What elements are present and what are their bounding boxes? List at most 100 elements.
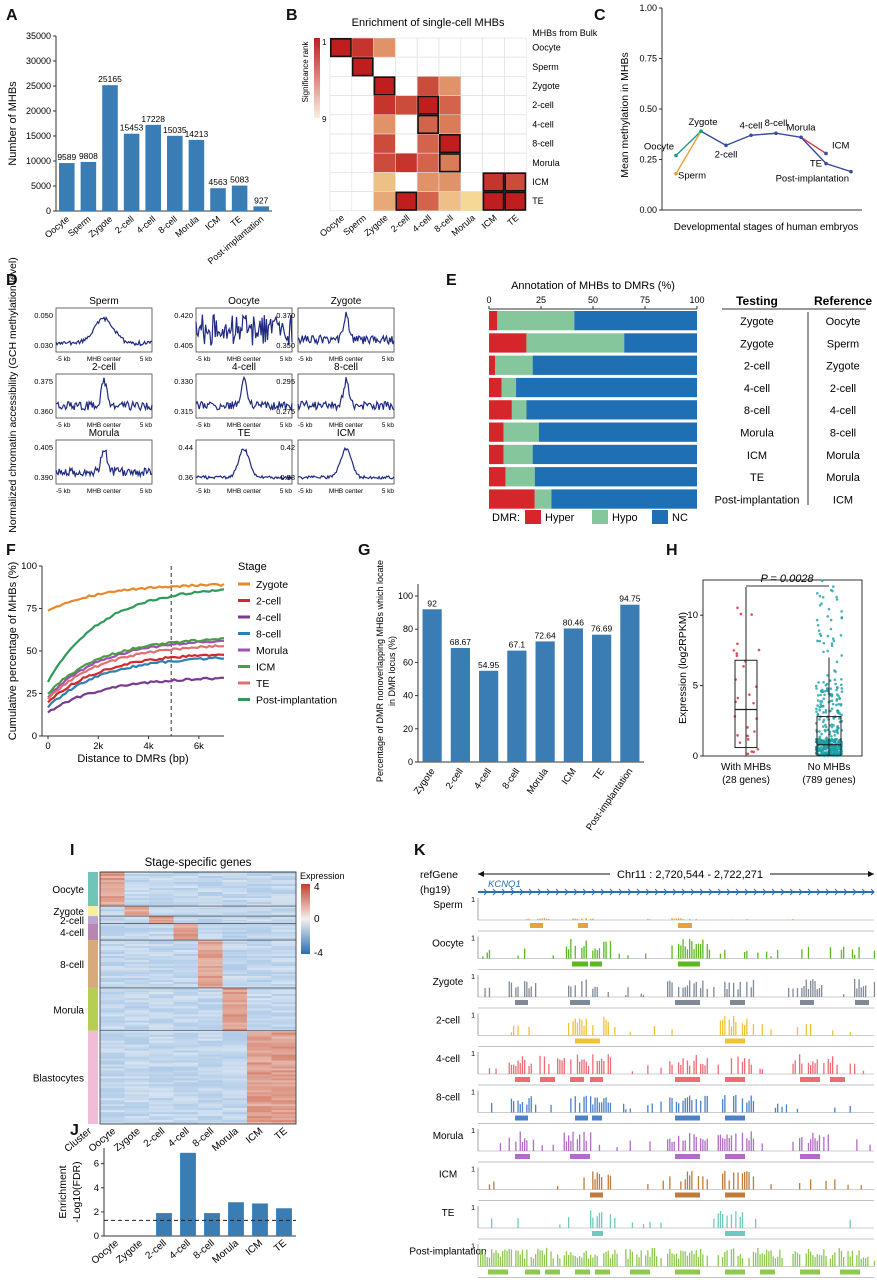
k-signal-bar <box>746 1171 748 1190</box>
k-signal-bar <box>686 1171 689 1190</box>
i-heatmap-cell <box>271 994 297 997</box>
k-signal-bar <box>733 982 735 997</box>
i-heatmap-cell <box>222 1044 248 1047</box>
e-testing-label: Morula <box>740 428 775 440</box>
i-heatmap-cell <box>271 989 297 993</box>
k-signal-bar <box>748 1058 750 1074</box>
i-heatmap-cell <box>247 1042 272 1045</box>
i-heatmap-cell <box>247 1066 272 1069</box>
k-signal-bar <box>746 919 748 920</box>
k-signal-bar <box>770 956 772 959</box>
i-heatmap-cell <box>222 948 248 951</box>
i-heatmap-cell <box>100 927 125 931</box>
h-box <box>816 716 842 756</box>
g-category-label: TE <box>591 766 607 782</box>
i-col-label: Morula <box>210 1126 241 1154</box>
i-heatmap-cell <box>100 900 125 903</box>
k-signal-bar <box>517 1218 519 1228</box>
h-point <box>736 696 740 700</box>
k-track-label: Morula <box>433 1131 464 1142</box>
d-profile-line <box>297 446 395 480</box>
i-heatmap-cell <box>124 1028 150 1032</box>
k-signal-bar <box>750 1131 752 1151</box>
k-mhb-block <box>540 1077 555 1082</box>
k-signal-bar <box>535 1104 537 1113</box>
h-point <box>829 627 833 631</box>
k-signal-bar <box>627 955 629 959</box>
k-signal-bar <box>862 1070 865 1074</box>
i-heatmap-cell <box>271 1120 297 1123</box>
i-heatmap-cell <box>173 983 199 987</box>
d-x-center-label: MHB center <box>227 488 262 495</box>
i-heatmap-cell <box>247 1076 272 1079</box>
h-point <box>831 585 835 588</box>
i-col-label: Zygote <box>112 1126 143 1154</box>
k-signal-bar <box>603 1061 605 1074</box>
i-heatmap-cell <box>149 907 174 910</box>
k-signal-bar <box>537 919 539 920</box>
i-heatmap-cell <box>173 1016 199 1019</box>
d-subplot-frame <box>55 439 153 485</box>
i-heatmap-cell <box>222 1090 248 1093</box>
k-signal-bar <box>702 939 704 959</box>
i-heatmap-cell <box>100 1076 125 1079</box>
k-signal-bar <box>796 1252 799 1267</box>
b-cell <box>351 95 374 116</box>
k-signal-bar <box>686 1060 689 1074</box>
k-track-scale: 1 <box>471 1090 475 1097</box>
i-heatmap-cell <box>222 954 248 957</box>
i-heatmap-cell <box>271 963 297 967</box>
k-signal-bar <box>816 1254 818 1267</box>
i-heatmap-cell <box>247 922 272 924</box>
i-heatmap-cell <box>173 894 199 897</box>
k-signal-bar <box>704 1065 706 1074</box>
i-heatmap-cell <box>149 911 174 914</box>
i-heatmap-cell <box>247 1104 272 1107</box>
i-heatmap-cell <box>247 956 272 959</box>
k-signal-bar <box>596 950 598 959</box>
i-heatmap-cell <box>124 1016 150 1019</box>
k-signal-bar <box>700 1100 702 1113</box>
i-heatmap-cell <box>100 1078 125 1081</box>
i-col-label: Oocyte <box>87 1126 119 1155</box>
k-signal-bar <box>647 1250 649 1267</box>
i-heatmap-cell <box>198 1070 223 1073</box>
i-heatmap-cell <box>100 902 125 905</box>
i-heatmap-cell <box>222 969 248 973</box>
k-signal-bar <box>810 1251 812 1267</box>
h-point <box>830 644 834 647</box>
h-point <box>821 690 825 694</box>
k-signal-bar <box>816 1140 818 1151</box>
i-heatmap-cell <box>100 983 125 987</box>
i-heatmap-cell <box>271 1012 297 1015</box>
i-heatmap-cell <box>124 994 150 997</box>
h-point <box>835 688 838 692</box>
d-x-left-label: -5 kb <box>196 422 211 429</box>
k-signal-bar <box>609 1258 612 1267</box>
k-signal-bar <box>757 952 759 959</box>
k-gene-strand-mark <box>789 888 794 896</box>
i-heatmap-cell <box>271 973 297 977</box>
i-heatmap-cell <box>222 1076 248 1079</box>
k-signal-bar <box>530 1063 532 1074</box>
k-signal-bar <box>689 919 691 920</box>
i-heatmap-cell <box>198 1030 223 1034</box>
i-heatmap-cell <box>198 1090 223 1093</box>
k-signal-bar <box>810 1024 812 1036</box>
i-heatmap-cell <box>149 892 174 895</box>
i-heatmap-cell <box>149 933 174 937</box>
k-mhb-block <box>675 1269 700 1275</box>
k-signal-bar <box>739 1216 741 1228</box>
i-heatmap-cell <box>173 979 199 983</box>
k-signal-bar <box>810 1065 812 1074</box>
f-x-tick-label: 0 <box>45 741 50 752</box>
i-heatmap-cell <box>124 971 150 975</box>
h-point <box>829 687 833 690</box>
i-heatmap-cell <box>198 1034 223 1038</box>
k-signal-bar <box>675 1253 678 1267</box>
k-signal-bar <box>486 1257 488 1267</box>
h-point <box>840 616 844 619</box>
i-heatmap-cell <box>124 1076 150 1079</box>
k-signal-bar <box>823 1249 825 1267</box>
i-heatmap-cell <box>124 979 150 983</box>
